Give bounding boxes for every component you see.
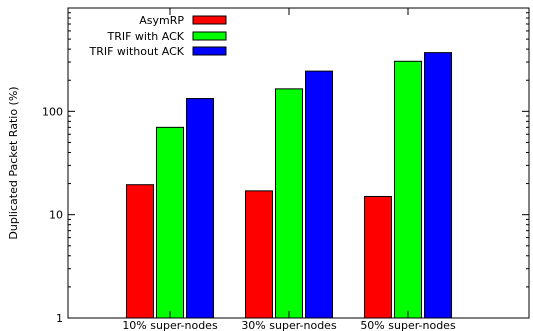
bar	[424, 52, 452, 319]
x-tick-label: 50% super-nodes	[360, 319, 456, 331]
bar	[156, 126, 184, 319]
bar	[364, 195, 392, 319]
legend-swatch	[192, 15, 227, 25]
legend-swatch	[192, 46, 227, 56]
x-tick-labels: 10% super-nodes 30% super-nodes 50% super-…	[122, 8, 456, 331]
x-tick-label: 30% super-nodes	[241, 319, 337, 331]
bar	[126, 184, 154, 319]
bar	[186, 98, 214, 319]
bar	[394, 60, 422, 319]
bar	[305, 70, 333, 319]
bar	[245, 190, 273, 319]
bar	[275, 88, 303, 319]
y-ticks: 1 10 100	[42, 12, 529, 325]
legend-swatch	[192, 31, 227, 41]
legend-label: TRIF with ACK	[107, 30, 185, 43]
y-tick-label: 100	[42, 105, 63, 118]
bars	[126, 52, 452, 319]
legend-label: AsymRP	[139, 14, 184, 27]
legend-label: TRIF without ACK	[88, 45, 184, 58]
y-tick-label: 10	[49, 209, 63, 222]
legend: AsymRP TRIF with ACK TRIF without ACK	[88, 14, 227, 58]
x-tick-label: 10% super-nodes	[122, 319, 218, 331]
y-tick-label: 1	[56, 312, 63, 325]
y-axis-label: Duplicated Packet Ratio (%)	[7, 86, 20, 239]
